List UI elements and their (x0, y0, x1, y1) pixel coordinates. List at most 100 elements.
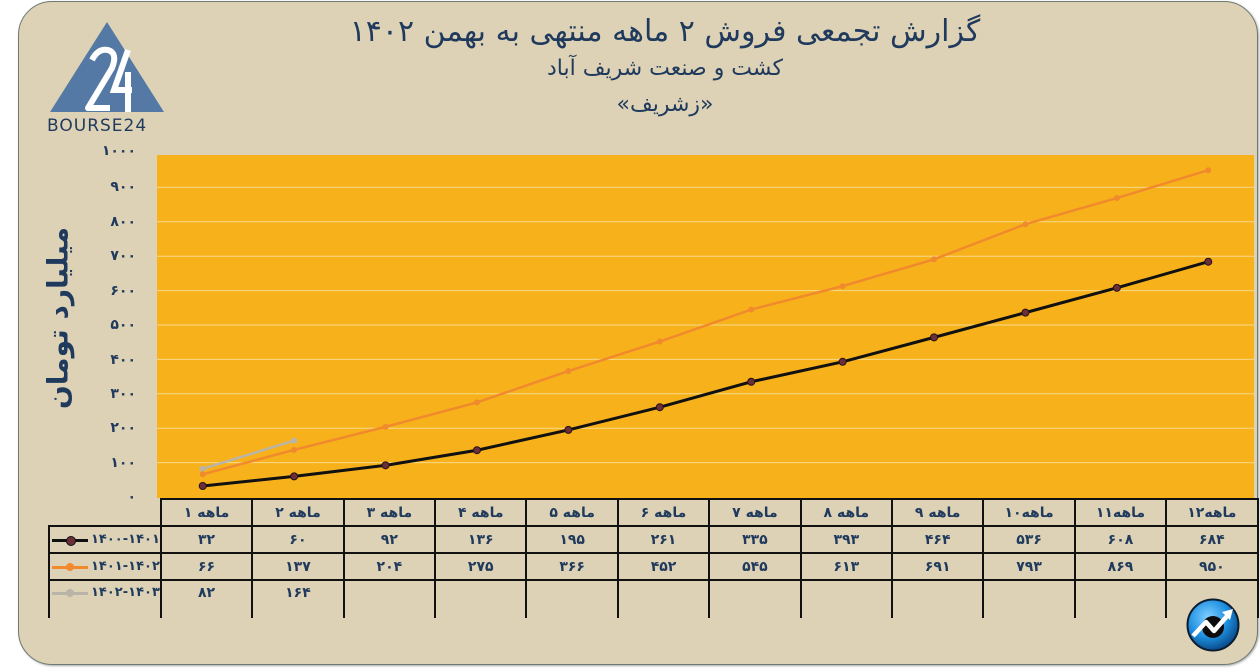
data-point-marker (655, 403, 664, 412)
table-cell (1073, 579, 1168, 618)
gridlines (157, 186, 1254, 464)
table-row: ۱۴۰۱-۱۴۰۲ ۶۶ ۱۳۷ ۲۰۴ ۲۷۵ ۳۶۶ ۴۵۲ ۵۴۵ ۶۱۳… (48, 552, 1259, 581)
table-cell (525, 579, 619, 618)
table-cell (890, 579, 985, 618)
table-cell (708, 579, 802, 618)
data-point-marker (931, 256, 938, 263)
legend-line-icon (52, 588, 88, 598)
data-point-marker (839, 283, 846, 290)
data-point-marker (290, 472, 299, 481)
table-cell: ۹۲ (342, 525, 437, 554)
data-point-marker (198, 481, 207, 490)
series-lines (198, 167, 1213, 490)
column-header: ۱۲ماهه (1165, 498, 1259, 527)
table-cell: ۶۸۴ (1165, 525, 1259, 554)
table-cell (434, 579, 528, 618)
column-header: ۹ ماهه (890, 498, 985, 527)
legend-1401-1402: ۱۴۰۱-۱۴۰۲ (48, 552, 162, 581)
table-cell: ۴۶۴ (890, 525, 985, 554)
data-point-marker (1205, 167, 1212, 174)
column-header: ۵ ماهه (525, 498, 619, 527)
y-tick: ۶۰۰ (110, 283, 136, 299)
company-name: کشت و صنعت شریف آباد (546, 56, 784, 81)
data-table: ۱ ماهه ۲ ماهه ۳ ماهه ۴ ماهه ۵ ماهه ۶ ماه… (48, 498, 1259, 618)
y-tick: ۳۰۰ (110, 386, 136, 402)
column-header: ۷ ماهه (708, 498, 802, 527)
column-header: ۱ ماهه (159, 498, 254, 527)
table-cell: ۸۶۹ (1073, 552, 1168, 581)
data-point-marker (1204, 257, 1213, 266)
column-header: ۳ ماهه (342, 498, 437, 527)
table-cell: ۲۶۱ (616, 525, 711, 554)
table-cell: ۱۶۴ (251, 579, 345, 618)
data-point-marker (838, 357, 847, 366)
y-tick: ۹۰۰ (110, 179, 136, 195)
bourse24-logo-icon (50, 22, 164, 112)
table-cell: ۵۴۵ (708, 552, 802, 581)
data-point-marker (291, 446, 298, 453)
table-cell (342, 579, 437, 618)
legend-line-icon (52, 535, 88, 546)
legend-1400-1401: ۱۴۰۰-۱۴۰۱ (48, 525, 162, 554)
table-cell (616, 579, 711, 618)
table-header-row: ۱ ماهه ۲ ماهه ۳ ماهه ۴ ماهه ۵ ماهه ۶ ماه… (49, 498, 1259, 527)
table-row: ۱۴۰۰-۱۴۰۱ ۳۲ ۶۰ ۹۲ ۱۳۶ ۱۹۵ ۲۶۱ ۳۳۵ ۳۹۳ ۴… (48, 525, 1259, 554)
data-point-marker (472, 446, 481, 455)
data-point-marker (1021, 308, 1030, 317)
y-tick: ۷۰۰ (110, 248, 136, 264)
table-cell: ۷۹۳ (982, 552, 1076, 581)
table-cell: ۵۳۶ (982, 525, 1076, 554)
data-point-marker (564, 425, 573, 434)
data-point-marker (382, 423, 389, 430)
table-cell: ۳۶۶ (525, 552, 619, 581)
data-point-marker (930, 333, 939, 342)
table-cell: ۱۳۷ (251, 552, 345, 581)
data-point-marker (1022, 221, 1029, 228)
table-cell: ۳۹۳ (799, 525, 894, 554)
column-header: ۸ ماهه (799, 498, 894, 527)
table-cell (799, 579, 894, 618)
table-cell: ۳۲ (159, 525, 254, 554)
legend-1402-1403: ۱۴۰۲-۱۴۰۳ (48, 579, 162, 618)
series-line (202, 260, 1209, 488)
column-header: ۴ ماهه (434, 498, 528, 527)
data-point-marker (199, 471, 206, 478)
y-tick: ۵۰۰ (110, 317, 136, 333)
legend-line-icon (52, 562, 88, 572)
y-tick: ۰ (127, 489, 136, 505)
chart-title: گزارش تجمعی فروش ۲ ماهه منتهی به بهمن ۱۴… (349, 14, 981, 49)
ticker-symbol: «زشریف» (616, 92, 714, 117)
table-cell (982, 579, 1076, 618)
table-cell: ۶۰۸ (1073, 525, 1168, 554)
table-cell: ۳۳۵ (708, 525, 802, 554)
column-header: ۱۱ماهه (1073, 498, 1168, 527)
data-point-marker (748, 306, 755, 313)
data-point-marker (199, 465, 206, 472)
table-cell: ۱۳۶ (434, 525, 528, 554)
series-line (202, 169, 1209, 476)
column-header: ۲ ماهه (251, 498, 345, 527)
y-tick: ۱۰۰ (110, 455, 136, 471)
table-cell: ۲۷۵ (434, 552, 528, 581)
data-point-marker (1113, 195, 1120, 202)
legend-label: ۱۴۰۱-۱۴۰۲ (91, 559, 160, 574)
table-cell: ۶۱۳ (799, 552, 894, 581)
data-point-marker (381, 461, 390, 470)
data-point-marker (473, 399, 480, 406)
table-cell (1165, 579, 1259, 618)
column-header: ۱۰ماهه (982, 498, 1076, 527)
data-point-marker (291, 437, 298, 444)
table-cell: ۸۲ (159, 579, 254, 618)
table-cell: ۱۹۵ (525, 525, 619, 554)
legend-label: ۱۴۰۲-۱۴۰۳ (91, 585, 160, 600)
table-cell: ۶۰ (251, 525, 345, 554)
series-line (202, 439, 295, 470)
y-tick: ۸۰۰ (110, 214, 136, 230)
trend-up-icon (1186, 598, 1240, 652)
logo-text: BOURSE24 (47, 116, 148, 136)
data-point-marker (565, 368, 572, 375)
table-cell: ۶۶ (159, 552, 254, 581)
y-tick: ۱۰۰۰ (101, 143, 136, 159)
column-header: ۶ ماهه (616, 498, 711, 527)
